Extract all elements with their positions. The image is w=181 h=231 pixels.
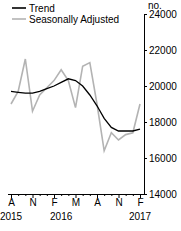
legend-item: Seasonally Adjusted — [12, 14, 119, 25]
x-tick-label: F — [51, 197, 57, 208]
x-tick-mark — [133, 194, 134, 196]
x-tick — [111, 194, 112, 196]
y-tick-mark — [144, 158, 147, 159]
y-axis: 140001600018000200002200024000 — [144, 9, 177, 200]
x-tick-mark — [40, 194, 41, 196]
y-tick-label: 20000 — [149, 81, 177, 92]
x-tick: A — [8, 194, 15, 208]
y-tick-mark — [144, 86, 147, 87]
x-tick-mark — [61, 194, 62, 196]
x-tick-mark — [90, 194, 91, 196]
x-tick — [90, 194, 91, 196]
x-tick-label: A — [94, 197, 101, 208]
legend-swatch — [12, 7, 26, 9]
x-tick: F — [51, 194, 57, 208]
x-tick-mark — [83, 194, 84, 196]
y-tick-mark — [144, 194, 147, 195]
year-label: 2015 — [0, 211, 23, 222]
y-tick: 22000 — [144, 45, 177, 56]
x-tick — [18, 194, 19, 196]
x-tick: M — [72, 194, 80, 208]
x-tick-label: N — [115, 197, 122, 208]
y-tick-label: 22000 — [149, 45, 177, 56]
y-tick: 16000 — [144, 153, 177, 164]
plot-area — [11, 59, 140, 151]
x-tick-mark — [25, 194, 26, 196]
x-tick — [61, 194, 62, 196]
x-tick — [47, 194, 48, 196]
x-tick-mark — [111, 194, 112, 196]
y-tick: 18000 — [144, 117, 177, 128]
x-tick-mark — [126, 194, 127, 196]
y-axis-line — [144, 15, 145, 195]
x-tick-mark — [47, 194, 48, 196]
x-tick-label: N — [29, 197, 36, 208]
y-tick-mark — [144, 122, 147, 123]
legend: TrendSeasonally Adjusted — [12, 3, 119, 25]
x-tick — [25, 194, 26, 196]
y-tick: 20000 — [144, 81, 177, 92]
y-axis-title: no. — [148, 0, 162, 11]
year-labels: 2015 2016 2017 — [0, 211, 152, 222]
year-label: 2016 — [50, 211, 73, 222]
y-tick: 14000 — [144, 189, 177, 200]
y-tick-label: 14000 — [149, 189, 177, 200]
series-line — [11, 79, 140, 131]
x-tick: F — [137, 194, 143, 208]
legend-item: Trend — [12, 3, 55, 14]
legend-swatch — [12, 18, 26, 20]
x-tick: N — [115, 194, 122, 208]
x-tick-label: A — [8, 197, 15, 208]
x-tick — [126, 194, 127, 196]
x-tick-mark — [68, 194, 69, 196]
series-line — [11, 59, 140, 151]
y-tick-label: 16000 — [149, 153, 177, 164]
x-tick — [68, 194, 69, 196]
x-axis: ANFMANF — [8, 194, 144, 208]
x-tick: N — [29, 194, 36, 208]
x-tick-label: M — [72, 197, 80, 208]
x-tick: A — [94, 194, 101, 208]
x-tick — [83, 194, 84, 196]
x-tick-mark — [18, 194, 19, 196]
y-tick-label: 18000 — [149, 117, 177, 128]
x-tick — [104, 194, 105, 196]
x-tick — [40, 194, 41, 196]
chart: 140001600018000200002200024000no.ANFMANF… — [0, 0, 181, 231]
legend-label: Seasonally Adjusted — [29, 14, 119, 25]
year-label: 2017 — [129, 211, 152, 222]
x-tick-mark — [104, 194, 105, 196]
x-tick — [133, 194, 134, 196]
legend-label: Trend — [29, 3, 55, 14]
y-tick-mark — [144, 14, 147, 15]
x-tick-label: F — [137, 197, 143, 208]
y-tick-mark — [144, 50, 147, 51]
